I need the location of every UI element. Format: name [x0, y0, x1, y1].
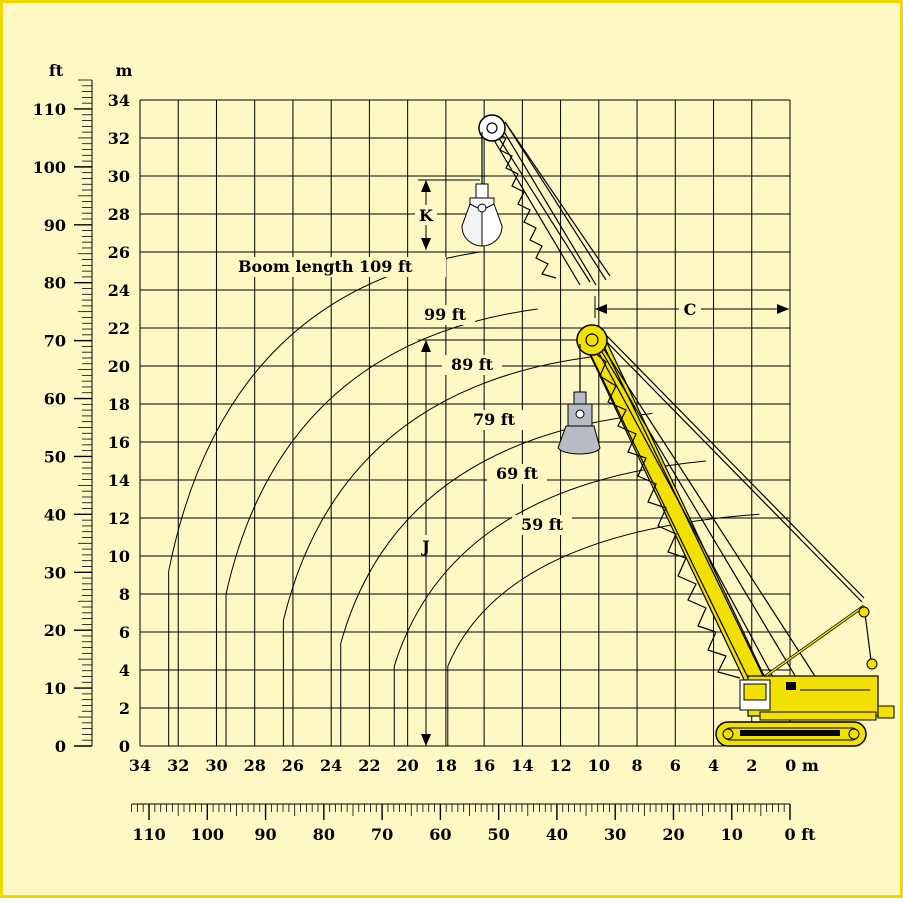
x-axis-meter-tick-label: 4	[708, 756, 719, 775]
boom-length-label: Boom length 109 ft	[238, 257, 413, 276]
unit-label-feet: ft	[49, 61, 64, 80]
y-axis-meter-tick-label: 34	[108, 91, 130, 110]
y-axis-meter-tick-label: 24	[108, 281, 130, 300]
y-axis-feet-tick-label: 50	[44, 447, 66, 466]
y-axis-meter-tick-label: 12	[108, 509, 130, 528]
upper-bucket	[461, 183, 503, 247]
y-axis-meter-tick-label: 2	[119, 699, 130, 718]
y-axis-meter-tick-label: 10	[108, 547, 130, 566]
dimension-j: J	[416, 339, 580, 746]
crawler-crane	[557, 324, 895, 747]
x-axis-meter-tick-label: 2	[746, 756, 757, 775]
x-axis-feet-tick-label: 60	[429, 825, 451, 844]
x-axis-meter-tick-label: 30	[205, 756, 227, 775]
boom-length-label: 59 ft	[521, 515, 564, 534]
y-axis-meter-tick-label: 6	[119, 623, 130, 642]
unit-label-meters: m	[116, 61, 133, 80]
x-axis-meter-tick-label: 22	[358, 756, 380, 775]
y-axis-feet-ruler: 0 10 20 30 40 50 60 70 80 90 100 110	[33, 79, 93, 756]
boom-range-curve	[447, 513, 760, 667]
y-axis-meter-tick-label: 30	[108, 167, 130, 186]
y-axis-feet-tick-label: 100	[33, 158, 66, 177]
y-axis-meter-tick-label: 0	[119, 737, 130, 756]
x-axis-meter-tick-label: 14	[511, 756, 533, 775]
y-axis-feet-tick-label: 20	[44, 621, 66, 640]
x-axis-meter-tick-label: 0 m	[785, 756, 819, 775]
boom-length-label: 99 ft	[424, 305, 467, 324]
boom-length-labels: Boom length 109 ft 99 ft 89 ft 79 ft 69 ft 59…	[236, 257, 572, 535]
x-axis-feet-tick-label: 90	[254, 825, 276, 844]
x-axis-feet-tick-label: 110	[132, 825, 165, 844]
x-axis-feet-tick-label: 0 ft	[785, 825, 817, 844]
x-axis-meter-tick-label: 12	[549, 756, 571, 775]
y-axis-feet-tick-label: 60	[44, 390, 66, 409]
y-axis-meter-tick-label: 22	[108, 319, 130, 338]
dimension-k: K	[415, 179, 480, 250]
y-axis-feet-tick-label: 110	[33, 100, 66, 119]
boom-length-label: 69 ft	[496, 464, 539, 483]
dimension-c: C	[594, 296, 789, 319]
y-axis-meter-tick-label: 16	[108, 433, 130, 452]
boom-length-label: 79 ft	[473, 410, 516, 429]
y-axis-meter-tick-label: 4	[119, 661, 130, 680]
y-axis-meter-tick-label: 8	[119, 585, 130, 604]
x-axis-feet-ruler: 110 100 90 80 70 60 50 40 30 20 10 0 ft	[131, 803, 817, 844]
x-axis-meter-tick-label: 8	[631, 756, 642, 775]
upper-boom	[461, 114, 611, 286]
y-axis-meter-tick-label: 26	[108, 243, 130, 262]
x-axis-meter-tick-label: 10	[588, 756, 610, 775]
x-axis-meter-tick-label: 24	[320, 756, 342, 775]
boom-range-curve	[282, 356, 596, 621]
crane-bucket	[557, 391, 601, 455]
y-axis-meter-tick-label: 14	[108, 471, 130, 490]
x-axis-feet-tick-label: 30	[604, 825, 626, 844]
dimension-k-label: K	[419, 206, 434, 225]
dimension-j-label: J	[420, 537, 430, 556]
y-axis-meter-tick-label: 18	[108, 395, 130, 414]
x-axis-meter-tick-label: 28	[244, 756, 266, 775]
x-axis-feet-tick-label: 20	[662, 825, 684, 844]
x-axis-meter-tick-label: 32	[167, 756, 189, 775]
dimension-c-label: C	[684, 300, 697, 319]
y-axis-feet-tick-label: 80	[44, 274, 66, 293]
x-axis-meter-tick-label: 6	[670, 756, 681, 775]
y-axis-feet-tick-label: 30	[44, 563, 66, 582]
x-axis-feet-tick-label: 80	[313, 825, 335, 844]
y-axis-meter-tick-label: 20	[108, 357, 130, 376]
x-axis-feet-tick-label: 70	[371, 825, 393, 844]
y-axis-meter-tick-label: 32	[108, 129, 130, 148]
x-axis-meter-tick-label: 34	[129, 756, 151, 775]
x-axis-feet-tick-label: 40	[546, 825, 568, 844]
x-axis-meter-labels: 34 32 30 28 26 24 22 20 18 16 14 12 10 8 6 4 2 0 m	[129, 756, 819, 775]
y-axis-feet-tick-label: 10	[44, 679, 66, 698]
y-axis-feet-tick-label: 90	[44, 216, 66, 235]
x-axis-meter-tick-label: 20	[397, 756, 419, 775]
x-axis-feet-tick-label: 10	[721, 825, 743, 844]
y-axis-feet-tick-label: 0	[55, 737, 66, 756]
y-axis-meter-tick-label: 28	[108, 205, 130, 224]
x-axis-feet-tick-label: 100	[191, 825, 224, 844]
x-axis-meter-tick-label: 26	[282, 756, 304, 775]
x-axis-feet-tick-label: 50	[488, 825, 510, 844]
x-axis-meter-tick-label: 18	[435, 756, 457, 775]
boom-length-label: 89 ft	[451, 355, 494, 374]
y-axis-feet-tick-label: 70	[44, 332, 66, 351]
x-axis-meter-tick-label: 16	[473, 756, 495, 775]
y-axis-feet-tick-label: 40	[44, 505, 66, 524]
